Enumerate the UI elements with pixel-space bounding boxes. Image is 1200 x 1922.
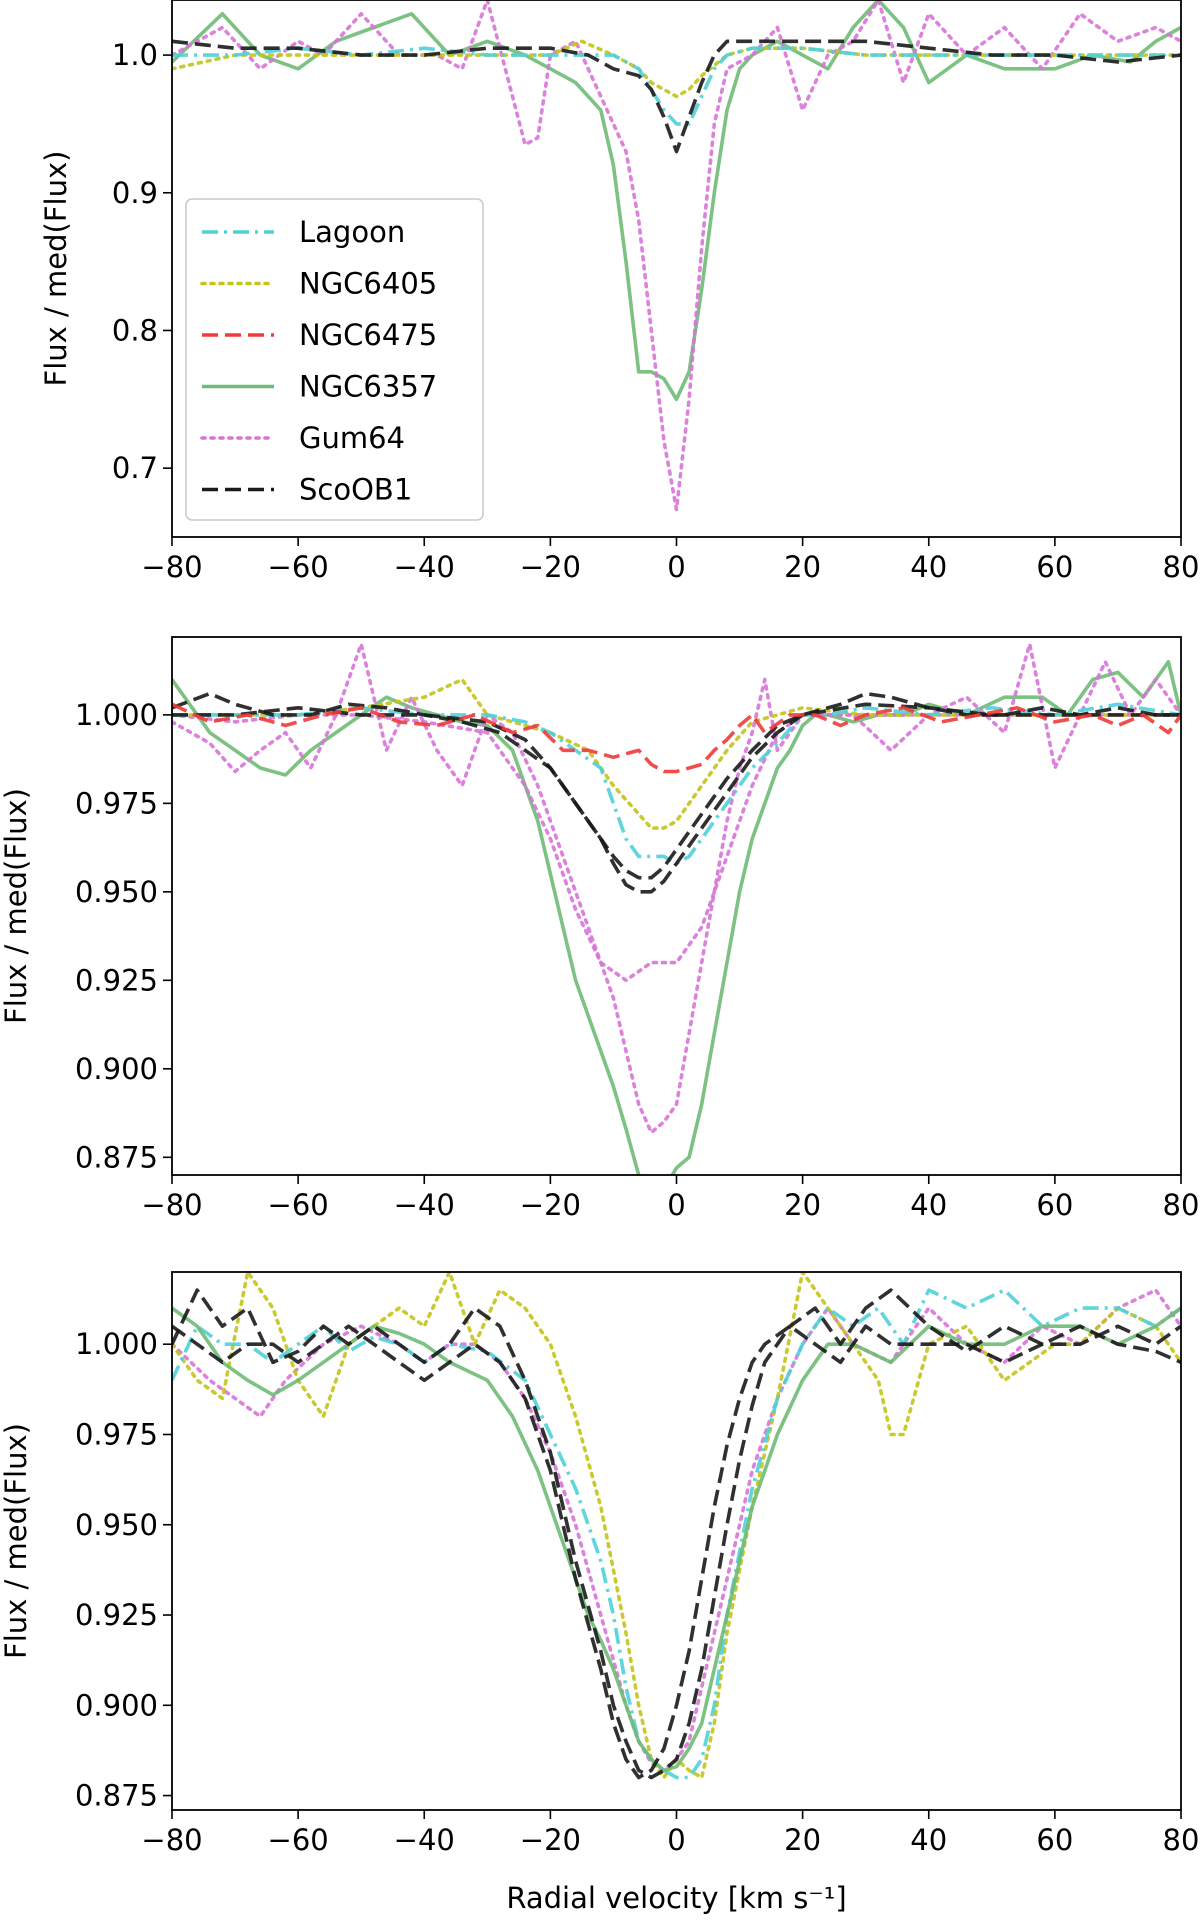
x-tick-label: −60 — [268, 550, 329, 584]
x-tick-label: 20 — [784, 1188, 821, 1222]
x-tick-label: 40 — [910, 1188, 947, 1222]
x-tick-label: 0 — [667, 1188, 685, 1222]
x-tick-label: −40 — [394, 1823, 455, 1857]
series-line-lagoon — [172, 1288, 1181, 1780]
x-tick-label: 20 — [784, 550, 821, 584]
x-axis-label: Radial velocity [km s⁻¹] — [506, 1881, 846, 1915]
x-tick-label: −40 — [394, 1188, 455, 1222]
x-tick-label: 0 — [667, 1823, 685, 1857]
x-tick-label: −80 — [141, 1823, 202, 1857]
panel-1: −80 −60 −40 −20 0 20 40 60 80 0.7 0.8 0.9 1.0 Flux / … — [39, 0, 1199, 584]
plot-area — [172, 1272, 1181, 1780]
y-tick-label: 0.900 — [75, 1688, 158, 1722]
y-tick-label: 0.8 — [112, 313, 158, 347]
x-tick-label: −20 — [520, 1823, 581, 1857]
series-line-lagoon — [172, 702, 1181, 866]
y-axis-label: Flux / med(Flux) — [39, 151, 73, 387]
x-tick-label: 20 — [784, 1823, 821, 1857]
legend-label: NGC6475 — [299, 318, 437, 352]
legend-label: NGC6357 — [299, 370, 437, 404]
x-tick-label: −80 — [141, 1188, 202, 1222]
plot-area — [172, 0, 1181, 512]
x-tick-label: 80 — [1163, 1823, 1200, 1857]
y-tick-label: 0.975 — [75, 1417, 158, 1451]
legend-label: ScoOB1 — [299, 473, 412, 507]
series-line-ngc6405 — [172, 677, 1181, 830]
x-tick-label: 40 — [910, 550, 947, 584]
series-line-scoob1-a — [172, 1288, 1181, 1780]
legend-label: NGC6405 — [299, 267, 437, 301]
x-tick-label: −40 — [394, 550, 455, 584]
y-tick-label: 0.875 — [75, 1779, 158, 1813]
x-tick-label: −20 — [520, 1188, 581, 1222]
series-line-scoob1-a — [172, 691, 1181, 880]
y-tick-label: 0.900 — [75, 1052, 158, 1086]
panel-3: −80 −60 −40 −20 0 20 40 60 80 0.875 0.900 0.925 0.95… — [0, 1271, 1200, 1915]
series-line-gum64-a — [172, 642, 1181, 1135]
x-tick-label: −60 — [268, 1188, 329, 1222]
y-tick-label: 1.000 — [75, 1327, 158, 1361]
x-tick-label: 40 — [910, 1823, 947, 1857]
y-tick-label: 0.950 — [75, 1508, 158, 1542]
y-tick-label: 0.925 — [75, 963, 158, 997]
legend-frame — [185, 198, 484, 521]
legend: Lagoon NGC6405 NGC6475 NGC6357 Gum64 ScoOB1 — [185, 198, 484, 521]
y-tick-label: 0.9 — [112, 176, 158, 210]
x-tick-label: 60 — [1036, 550, 1073, 584]
y-tick-label: 0.7 — [112, 451, 158, 485]
series-line-scoob1-b — [172, 702, 1181, 894]
panel-2: −80 −60 −40 −20 0 20 40 60 80 0.875 0.900 0.925 0.95… — [0, 636, 1200, 1222]
x-tick-label: 80 — [1163, 1188, 1200, 1222]
x-tick-label: −80 — [141, 550, 202, 584]
series-line-scoob1-b — [172, 1324, 1181, 1780]
x-tick-label: 80 — [1163, 550, 1200, 584]
y-tick-label: 0.950 — [75, 875, 158, 909]
series-line-gum64 — [172, 0, 1181, 512]
x-tick-label: 60 — [1036, 1188, 1073, 1222]
y-axis-label: Flux / med(Flux) — [0, 1423, 33, 1659]
series-line-lagoon — [172, 46, 1181, 126]
plot-area — [172, 642, 1181, 1175]
x-tick-label: 60 — [1036, 1823, 1073, 1857]
y-axis-label: Flux / med(Flux) — [0, 788, 33, 1024]
series-line-gum64-b — [172, 713, 1181, 983]
series-line-scoob1 — [172, 39, 1181, 154]
x-tick-label: −60 — [268, 1823, 329, 1857]
x-tick-label: 0 — [667, 550, 685, 584]
x-tick-label: −20 — [520, 550, 581, 584]
y-tick-label: 1.000 — [75, 698, 158, 732]
y-tick-label: 0.975 — [75, 786, 158, 820]
legend-label: Lagoon — [299, 215, 405, 249]
y-tick-label: 0.925 — [75, 1598, 158, 1632]
y-tick-label: 0.875 — [75, 1140, 158, 1174]
axes-frame — [171, 1271, 1182, 1811]
y-tick-label: 1.0 — [112, 38, 158, 72]
legend-label: Gum64 — [299, 421, 405, 455]
